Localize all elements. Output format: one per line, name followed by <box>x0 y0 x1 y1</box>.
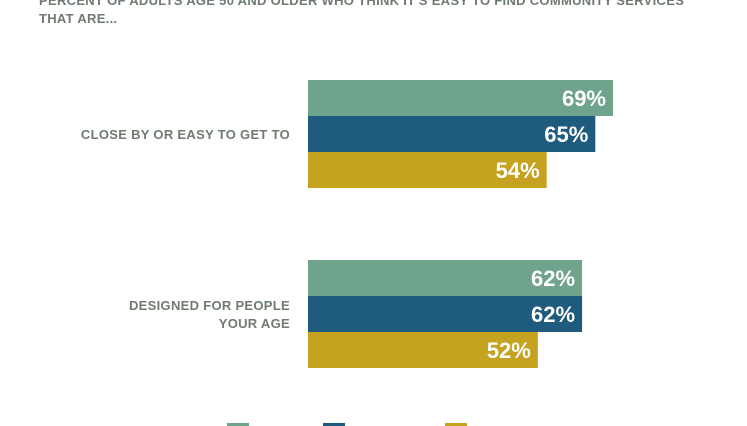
legend-swatch-2 <box>323 423 345 426</box>
bar-1-series-3 <box>308 152 547 188</box>
bar-value-label: 54% <box>496 158 540 183</box>
bar-value-label: 62% <box>531 266 575 291</box>
chart-legend <box>227 423 467 426</box>
bar-value-label: 65% <box>544 122 588 147</box>
category-label: DESIGNED FOR PEOPLE <box>129 298 290 313</box>
bar-value-label: 62% <box>531 302 575 327</box>
bar-value-label: 52% <box>487 338 531 363</box>
category-label: CLOSE BY OR EASY TO GET TO <box>81 127 290 142</box>
bar-value-label: 69% <box>562 86 606 111</box>
bar-1-series-1 <box>308 80 613 116</box>
chart-bars: 69%65%54%62%62%52% <box>308 80 613 368</box>
category-labels: CLOSE BY OR EASY TO GET TO DESIGNED FOR P… <box>81 127 290 331</box>
bar-1-series-2 <box>308 116 596 152</box>
category-label: YOUR AGE <box>219 316 290 331</box>
legend-swatch-3 <box>445 423 467 426</box>
bar-2-series-2 <box>308 296 583 332</box>
chart-title: PERCENT OF ADULTS AGE 50 AND OLDER WHO T… <box>39 0 685 26</box>
bar-2-series-3 <box>308 332 538 368</box>
legend-swatch-1 <box>227 423 249 426</box>
bar-2-series-1 <box>308 260 583 296</box>
